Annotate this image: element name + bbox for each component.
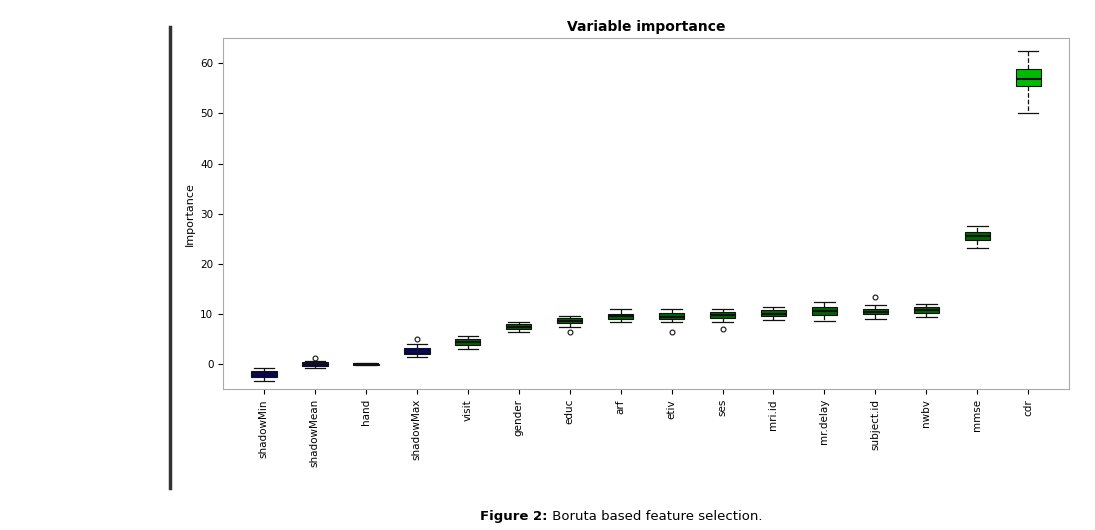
Bar xyxy=(251,372,277,377)
Bar xyxy=(710,312,735,317)
Title: Variable importance: Variable importance xyxy=(567,20,725,34)
Bar xyxy=(761,310,786,316)
Text: Boruta based feature selection.: Boruta based feature selection. xyxy=(548,510,762,524)
Bar xyxy=(456,339,481,345)
Bar xyxy=(965,232,990,240)
Text: Figure 2:: Figure 2: xyxy=(480,510,548,524)
Bar xyxy=(913,306,940,313)
Bar xyxy=(404,348,429,354)
Bar xyxy=(557,318,583,323)
Bar xyxy=(863,309,888,314)
Bar xyxy=(659,313,684,319)
Bar xyxy=(353,364,379,365)
Bar xyxy=(302,363,327,366)
Bar xyxy=(506,324,531,329)
Bar xyxy=(811,307,838,315)
Bar xyxy=(1015,69,1041,86)
Y-axis label: Importance: Importance xyxy=(185,182,195,246)
Bar xyxy=(608,314,633,319)
